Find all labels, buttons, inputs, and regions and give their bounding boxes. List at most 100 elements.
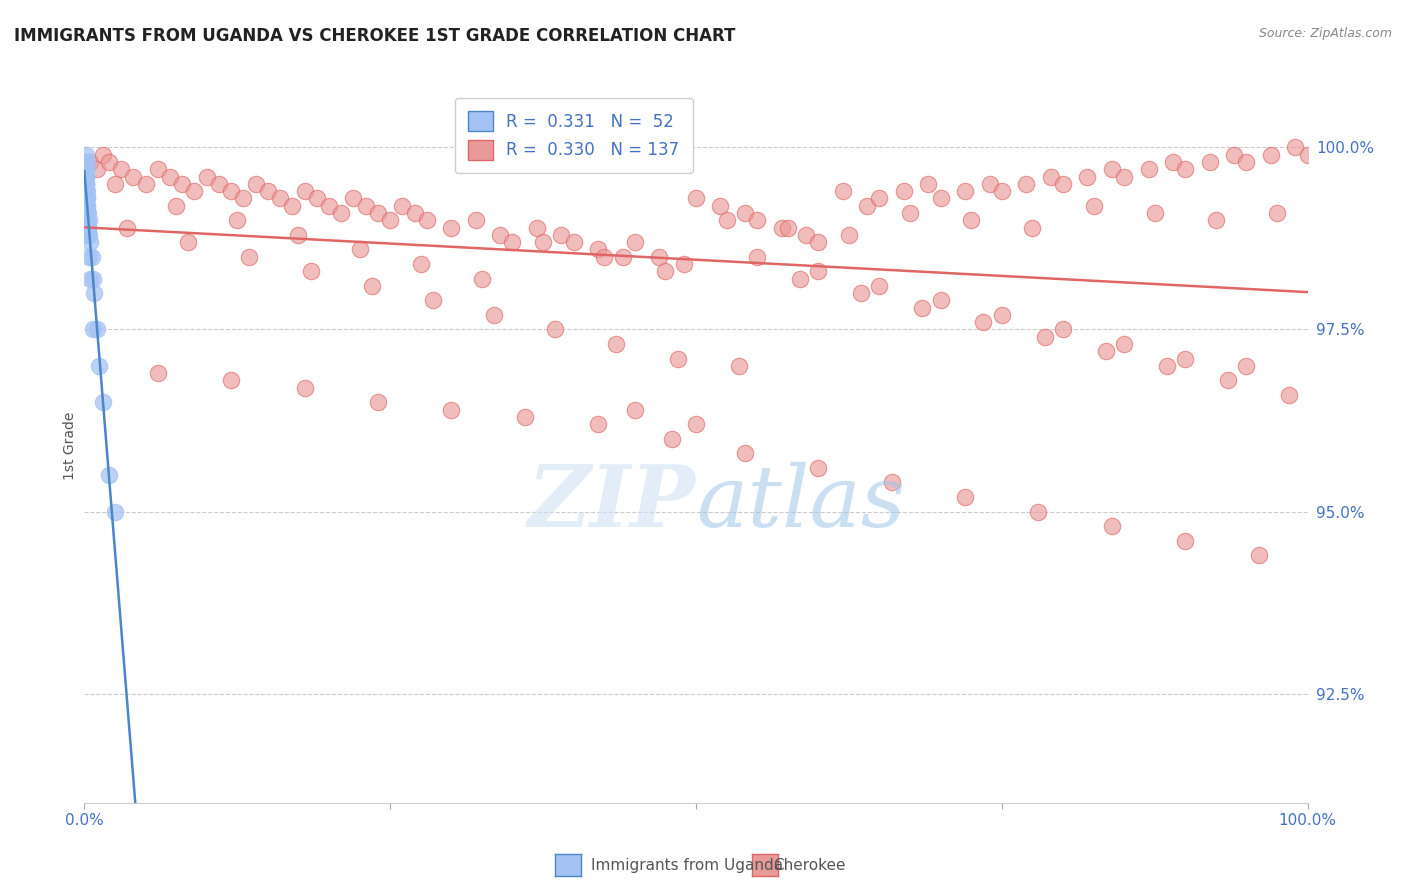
Point (75, 177, 97, 191)
Point (75, 177, 97, 191)
Point (1156, 359, 1178, 373)
Point (76, 220, 98, 235)
Point (91, 147, 114, 161)
Point (75, 162, 97, 177)
Point (79, 271, 101, 285)
Point (1039, 169, 1062, 184)
Point (257, 184, 280, 198)
Point (76, 184, 98, 198)
Point (586, 417, 609, 432)
Point (82, 322, 104, 336)
Point (661, 432, 683, 446)
Point (294, 381, 316, 395)
Point (1174, 162, 1197, 177)
Point (76, 199, 98, 213)
Point (727, 359, 749, 373)
Point (1236, 155, 1258, 169)
Point (794, 227, 817, 242)
Point (299, 264, 322, 278)
Point (1137, 162, 1160, 177)
Point (91, 395, 114, 409)
Point (409, 257, 432, 271)
Point (75, 199, 97, 213)
Point (75, 184, 97, 198)
Point (342, 191, 364, 205)
Point (75, 169, 97, 184)
Point (856, 199, 879, 213)
Point (76, 199, 98, 213)
Point (87, 359, 110, 373)
Point (219, 374, 242, 388)
Point (1101, 162, 1123, 177)
Point (318, 199, 340, 213)
Point (79, 235, 101, 249)
Point (1216, 374, 1239, 388)
Text: Immigrants from Uganda: Immigrants from Uganda (591, 858, 783, 872)
Point (79, 155, 101, 169)
Point (349, 243, 371, 257)
Point (77, 220, 100, 235)
Legend: R =  0.331   N =  52, R =  0.330   N = 137: R = 0.331 N = 52, R = 0.330 N = 137 (454, 97, 693, 173)
Point (1223, 147, 1246, 161)
Point (624, 235, 647, 249)
Point (77, 206, 100, 220)
Point (1052, 322, 1074, 336)
Point (440, 220, 463, 235)
Point (86, 162, 108, 177)
Point (354, 199, 377, 213)
Point (80, 250, 103, 264)
Point (76, 213, 98, 227)
Point (195, 169, 218, 184)
Point (972, 315, 994, 329)
Point (953, 490, 976, 504)
Point (75, 162, 97, 177)
Point (232, 191, 254, 205)
Point (281, 199, 304, 213)
Point (979, 177, 1001, 191)
Point (76, 213, 98, 227)
Point (709, 199, 731, 213)
Point (991, 184, 1014, 198)
Point (219, 184, 242, 198)
Point (605, 337, 627, 351)
Point (73, 155, 96, 169)
Point (76, 191, 98, 205)
Point (75, 155, 97, 169)
Point (76, 191, 98, 205)
Point (86, 322, 108, 336)
Point (789, 271, 811, 285)
Point (531, 235, 554, 249)
Point (238, 250, 260, 264)
Point (849, 286, 872, 301)
Point (104, 177, 127, 191)
Point (226, 213, 249, 227)
Point (1284, 140, 1306, 154)
Point (917, 177, 939, 191)
Point (1076, 169, 1098, 184)
Point (75, 184, 97, 198)
Point (1265, 206, 1288, 220)
Point (75, 191, 97, 205)
Point (666, 351, 689, 366)
Point (367, 395, 389, 409)
Point (1021, 220, 1043, 235)
Point (269, 191, 291, 205)
Point (1094, 344, 1116, 359)
Point (76, 206, 98, 220)
Point (544, 322, 567, 336)
Point (526, 220, 548, 235)
Point (416, 213, 439, 227)
Point (75, 169, 97, 184)
Point (77, 250, 100, 264)
Point (991, 308, 1014, 322)
Point (624, 402, 647, 417)
Point (83, 286, 105, 301)
Point (593, 250, 616, 264)
Point (1260, 147, 1282, 161)
Point (831, 184, 853, 198)
Point (654, 264, 676, 278)
Point (76, 227, 98, 242)
Point (1198, 155, 1220, 169)
Point (464, 213, 486, 227)
Point (953, 184, 976, 198)
